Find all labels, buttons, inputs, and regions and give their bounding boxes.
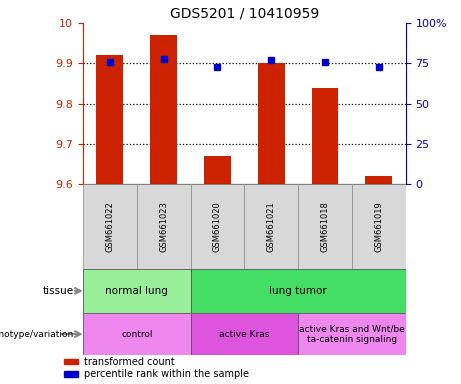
Title: GDS5201 / 10410959: GDS5201 / 10410959 (170, 7, 319, 20)
Bar (83, 313, 190, 355)
Text: lung tumor: lung tumor (269, 286, 327, 296)
Bar (150, 35, 177, 184)
Bar (204, 156, 231, 184)
Bar (244, 184, 298, 269)
Text: genotype/variation: genotype/variation (0, 329, 74, 339)
Text: percentile rank within the sample: percentile rank within the sample (84, 369, 249, 379)
Text: normal lung: normal lung (105, 286, 168, 296)
Text: GSM661021: GSM661021 (267, 201, 276, 252)
Bar (298, 313, 406, 355)
Bar (64, 359, 77, 364)
Bar (83, 269, 190, 313)
Text: active Kras and Wnt/be
ta-catenin signaling: active Kras and Wnt/be ta-catenin signal… (299, 324, 405, 344)
Text: tissue: tissue (42, 286, 74, 296)
Bar (64, 371, 77, 376)
Text: GSM661020: GSM661020 (213, 201, 222, 252)
Bar (352, 184, 406, 269)
Bar (312, 88, 338, 184)
Bar (190, 313, 298, 355)
Text: GSM661022: GSM661022 (106, 201, 114, 252)
Bar (298, 184, 352, 269)
Bar (96, 55, 123, 184)
Bar (137, 184, 190, 269)
Text: GSM661019: GSM661019 (374, 201, 383, 252)
Bar (190, 184, 244, 269)
Bar (258, 63, 284, 184)
Bar (83, 184, 137, 269)
Text: control: control (121, 329, 153, 339)
Text: active Kras: active Kras (219, 329, 270, 339)
Text: transformed count: transformed count (84, 357, 175, 367)
Bar (365, 176, 392, 184)
Bar (190, 269, 406, 313)
Text: GSM661018: GSM661018 (320, 201, 330, 252)
Text: GSM661023: GSM661023 (159, 201, 168, 252)
